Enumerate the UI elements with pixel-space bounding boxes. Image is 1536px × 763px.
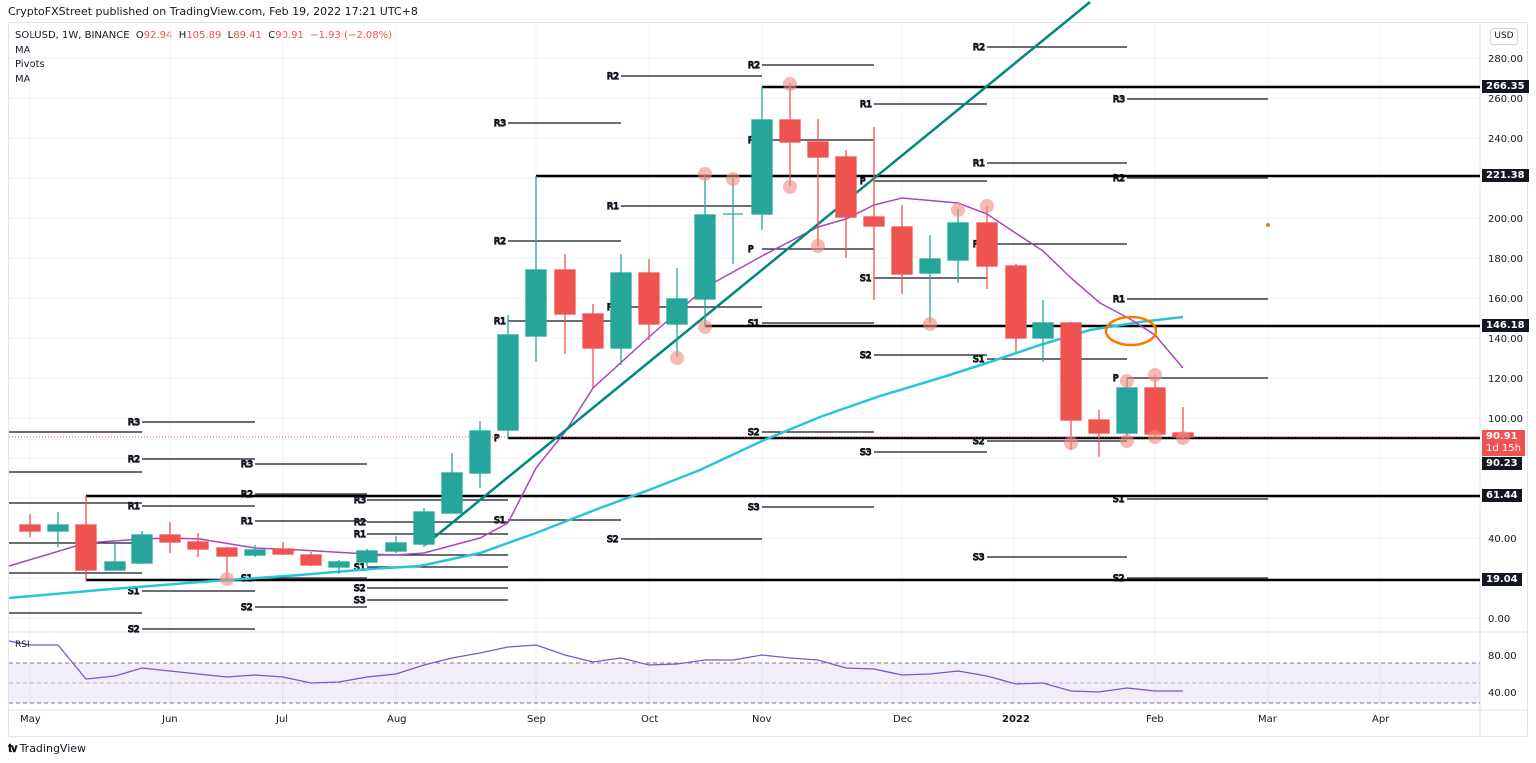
tradingview-brand: TradingView xyxy=(19,742,87,755)
time-label-feb: Feb xyxy=(1146,714,1164,725)
open-label: O xyxy=(135,30,144,41)
low-label: L xyxy=(227,30,234,41)
close-value: 90.91 xyxy=(275,30,304,41)
time-label-apr: Apr xyxy=(1372,714,1390,725)
symbol-row[interactable]: SOLUSD, 1W, BINANCE O92.94 H105.89 L89.4… xyxy=(15,29,392,44)
time-label-sep: Sep xyxy=(527,714,546,725)
symbol-name: SOLUSD, 1W, BINANCE xyxy=(15,30,130,41)
change-value: −1.93 (−2.08%) xyxy=(310,30,393,41)
time-label-aug: Aug xyxy=(387,714,407,725)
time-axis[interactable]: May Jun Jul Aug Sep Oct Nov Dec 2022 Feb… xyxy=(0,714,1480,730)
bar-countdown: 1d 15h xyxy=(1486,443,1521,454)
high-value: 105.89 xyxy=(186,30,222,41)
time-label-dec: Dec xyxy=(893,714,913,725)
high-label: H xyxy=(178,30,187,41)
level-badge-221: 221.38 xyxy=(1482,169,1529,182)
rsi-label[interactable]: RSI xyxy=(15,640,30,650)
time-label-nov: Nov xyxy=(752,714,772,725)
chart-frame xyxy=(8,22,1528,737)
close-label: C xyxy=(268,30,276,41)
level-badge-19: 19.04 xyxy=(1482,573,1522,586)
level-badge-266: 266.35 xyxy=(1482,80,1529,93)
published-caption: CryptoFXStreet published on TradingView.… xyxy=(8,5,418,18)
currency-button[interactable]: USD xyxy=(1490,28,1518,45)
level-badge-90: 90.23 xyxy=(1482,457,1522,470)
last-price: 90.91 xyxy=(1486,431,1518,442)
level-badge-61: 61.44 xyxy=(1482,489,1522,502)
time-label-oct: Oct xyxy=(641,714,659,725)
level-badge-146: 146.18 xyxy=(1482,319,1529,332)
low-value: 89.41 xyxy=(233,30,262,41)
tradingview-logo[interactable]: 𝐭𝐯 TradingView xyxy=(8,741,86,756)
indicator-ma-slow[interactable]: MA xyxy=(15,73,31,85)
time-label-2022: 2022 xyxy=(1002,714,1030,725)
time-label-mar: Mar xyxy=(1258,714,1277,725)
open-value: 92.94 xyxy=(143,30,173,41)
indicator-ma-fast[interactable]: MA xyxy=(15,44,31,56)
tradingview-logo-icon: 𝐭𝐯 xyxy=(8,741,18,755)
time-label-jul: Jul xyxy=(276,714,289,725)
chart-legend: SOLUSD, 1W, BINANCE O92.94 H105.89 L89.4… xyxy=(15,29,392,87)
time-label-may: May xyxy=(20,714,41,725)
last-price-badge: 90.91 1d 15h xyxy=(1482,430,1525,456)
time-label-jun: Jun xyxy=(162,714,178,725)
indicator-pivots[interactable]: Pivots xyxy=(15,59,45,70)
